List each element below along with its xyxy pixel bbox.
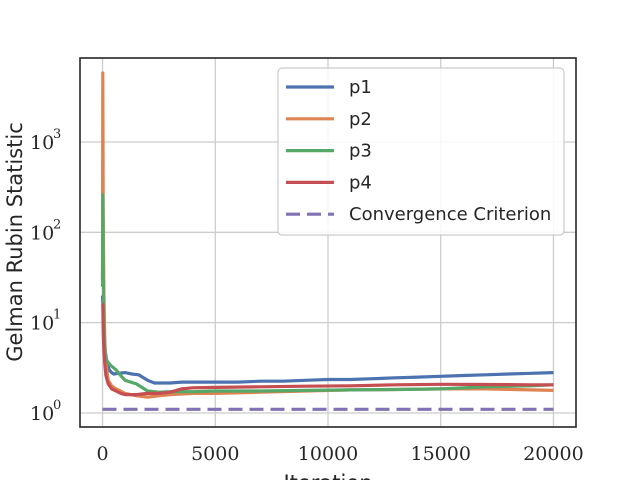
x-tick-label: 10000 [298, 443, 358, 465]
x-tick-label: 15000 [411, 443, 471, 465]
legend-label: p1 [349, 77, 372, 98]
legend-box [277, 67, 565, 236]
y-tick-label: 10 [30, 132, 54, 154]
series-line-p4 [101, 302, 554, 397]
y-tick-exponent: 1 [53, 308, 61, 323]
y-tick-label: 10 [30, 222, 54, 244]
y-tick-label: 10 [30, 313, 54, 335]
x-tick-label: 0 [96, 443, 108, 465]
x-tick-label: 20000 [523, 443, 583, 465]
series-line-p1 [100, 295, 554, 385]
legend: p1 p2 p3 p4 Convergence Criterion [277, 67, 565, 236]
legend-label: p3 [349, 141, 372, 162]
y-tick-exponent: 0 [53, 398, 61, 413]
legend-label: p4 [349, 172, 372, 193]
legend-label: Convergence Criterion [349, 204, 551, 225]
x-tick-label: 5000 [191, 443, 239, 465]
x-tick-labels: 0 5000 10000 15000 20000 [96, 443, 583, 465]
legend-label: p2 [349, 109, 372, 130]
y-tick-label: 10 [30, 403, 54, 425]
x-axis-label: Iteration [283, 471, 372, 480]
y-axis-label: Gelman Rubin Statistic [3, 122, 27, 362]
y-tick-exponent: 2 [53, 217, 61, 232]
plot-frame [79, 57, 577, 428]
series-lines [100, 71, 554, 411]
y-tick-exponent: 3 [53, 127, 61, 142]
